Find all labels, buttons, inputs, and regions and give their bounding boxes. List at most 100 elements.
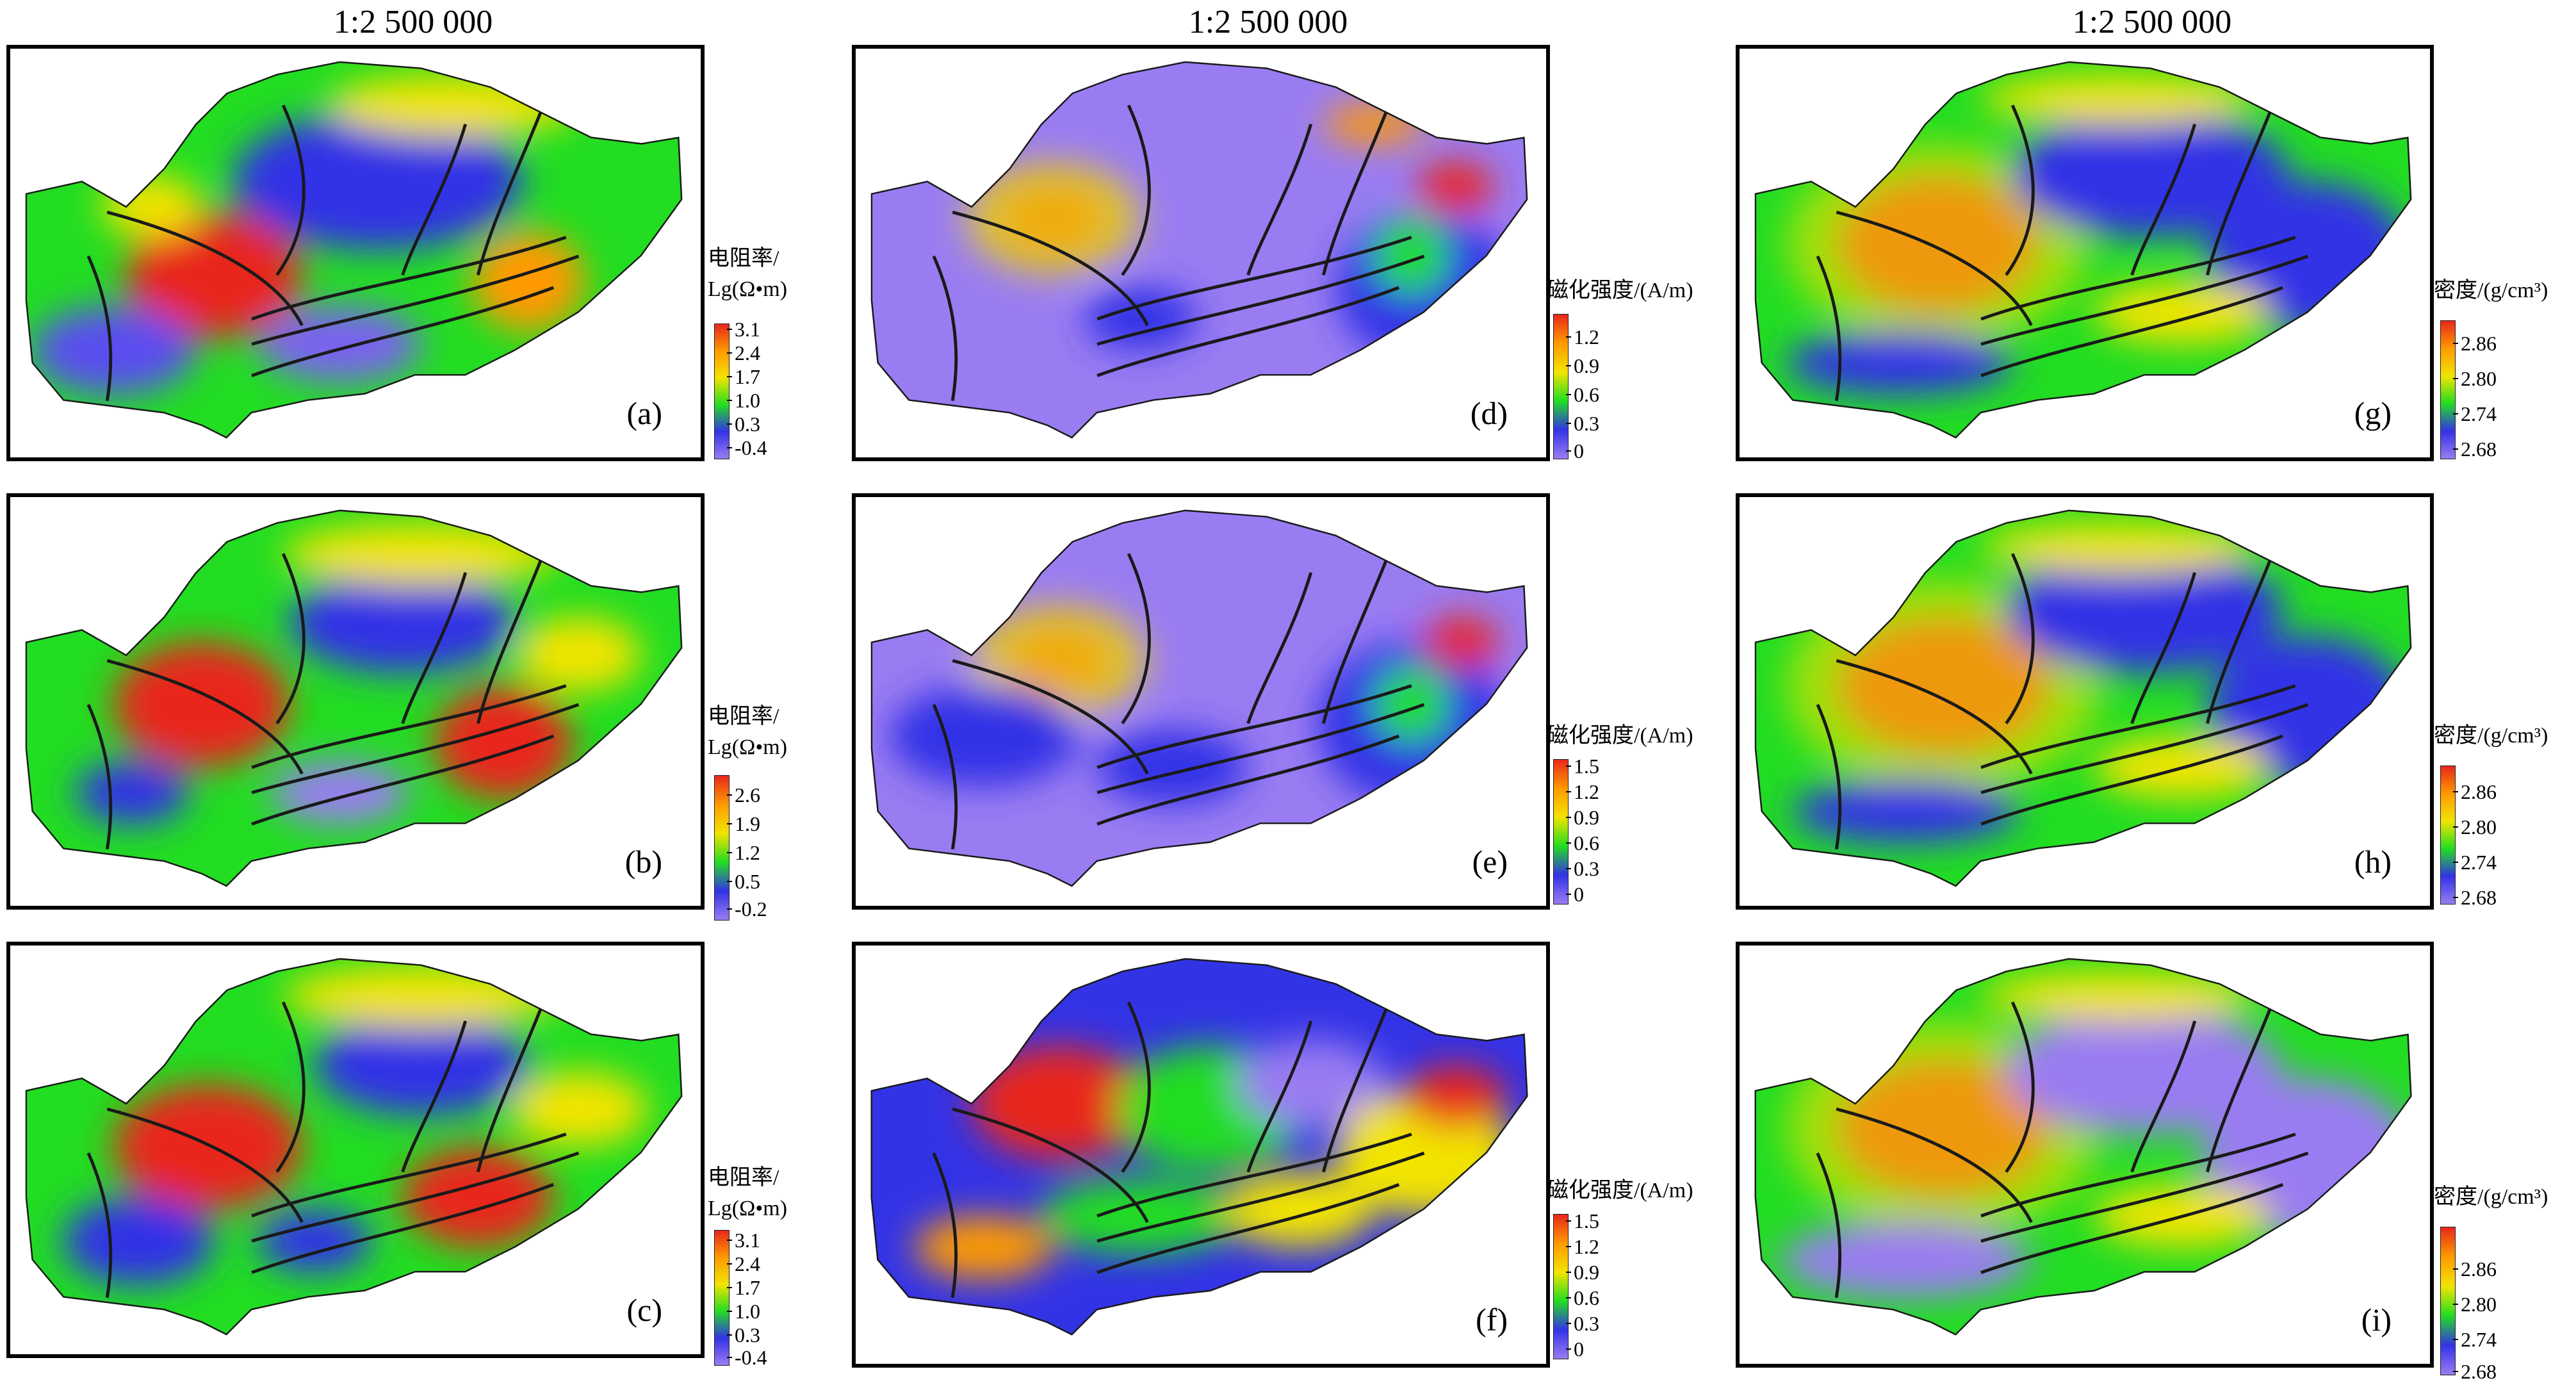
tick: 2.68 xyxy=(2453,886,2497,909)
tick: 0.6 xyxy=(1566,1286,1599,1309)
scale-title-magnetization: 1:2 500 000 xyxy=(1188,4,1348,40)
tick: 2.86 xyxy=(2453,780,2497,803)
tick: 1.2 xyxy=(1566,1235,1599,1258)
tick: 0 xyxy=(1566,1338,1584,1361)
tick: 2.86 xyxy=(2453,332,2497,355)
tick: 3.1 xyxy=(727,1229,760,1252)
map-panel-c: (c) xyxy=(6,942,705,1358)
tick: 1.7 xyxy=(727,365,760,388)
tick: 0.3 xyxy=(1566,857,1599,880)
tick: 0.9 xyxy=(1566,354,1599,377)
color-bar xyxy=(2440,320,2456,459)
panel-label: (g) xyxy=(2354,395,2392,431)
legend-e: 磁化强度/(A/m) 1.5 1.2 0.9 0.6 0.3 0 xyxy=(1547,721,1739,926)
resistivity-map xyxy=(25,958,683,1336)
tick: 2.4 xyxy=(727,1252,760,1275)
panel-label: (e) xyxy=(1472,844,1508,880)
legend-title-line1: 磁化强度/(A/m) xyxy=(1547,724,1693,748)
legend-b: 电阻率/ Lg(Ω•m) 2.6 1.9 1.2 0.5 -0.2 xyxy=(708,701,810,921)
tick: 1.2 xyxy=(727,841,760,864)
tick: 2.80 xyxy=(2453,1293,2497,1316)
tick: -0.4 xyxy=(727,436,767,459)
legend-title-line1: 磁化强度/(A/m) xyxy=(1547,1179,1693,1202)
color-bar xyxy=(1553,759,1569,905)
tick: 0 xyxy=(1566,883,1584,906)
tick: 1.2 xyxy=(1566,325,1599,348)
legend-f: 磁化强度/(A/m) 1.5 1.2 0.9 0.6 0.3 0 xyxy=(1547,1175,1739,1380)
color-bar xyxy=(1553,314,1569,459)
tick: 2.6 xyxy=(727,783,760,807)
color-bar xyxy=(714,323,730,459)
density-map xyxy=(1754,61,2412,439)
tick: 0.6 xyxy=(1566,383,1599,406)
tick: 1.5 xyxy=(1566,1209,1599,1232)
tick: -0.4 xyxy=(727,1346,767,1369)
legend-title-line1: 密度/(g/cm³) xyxy=(2434,279,2548,302)
tick: 1.7 xyxy=(727,1276,760,1299)
legend-title-line1: 磁化强度/(A/m) xyxy=(1547,279,1693,302)
map-panel-i: (i) xyxy=(1736,942,2434,1368)
color-bar xyxy=(1553,1214,1569,1359)
resistivity-map xyxy=(25,61,683,439)
tick: 0 xyxy=(1566,439,1584,463)
tick: 2.80 xyxy=(2453,367,2497,390)
scale-title-density: 1:2 500 000 xyxy=(2072,4,2232,40)
panel-label: (a) xyxy=(626,395,663,431)
tick: 1.0 xyxy=(727,1300,760,1323)
tick: 2.74 xyxy=(2453,402,2497,425)
map-panel-h: (h) xyxy=(1736,493,2434,910)
color-bar xyxy=(714,1230,730,1366)
legend-i: 密度/(g/cm³) 2.86 2.80 2.74 2.68 xyxy=(2434,1182,2575,1387)
tick: 0.9 xyxy=(1566,1261,1599,1284)
magnetization-map xyxy=(870,958,1528,1336)
map-panel-a: (a) xyxy=(6,45,705,461)
tick: 0.3 xyxy=(727,1323,760,1347)
tick: 0.5 xyxy=(727,870,760,893)
panel-label: (d) xyxy=(1470,395,1508,431)
legend-title-line1: 密度/(g/cm³) xyxy=(2434,724,2548,748)
tick: 0.3 xyxy=(1566,1312,1599,1335)
color-bar xyxy=(2440,1227,2456,1375)
resistivity-map xyxy=(25,509,683,887)
magnetization-map xyxy=(870,509,1528,887)
legend-title-line1: 密度/(g/cm³) xyxy=(2434,1185,2548,1209)
legend-title-line1: 电阻率/ xyxy=(708,705,779,728)
legend-title-line2: Lg(Ω•m) xyxy=(708,1197,788,1220)
color-bar xyxy=(2440,766,2456,905)
legend-a: 电阻率/ Lg(Ω•m) 3.1 2.4 1.7 1.0 0.3 -0.4 xyxy=(708,243,810,461)
tick: 2.68 xyxy=(2453,1360,2497,1383)
tick: 0.3 xyxy=(1566,412,1599,435)
legend-g: 密度/(g/cm³) 2.86 2.80 2.74 2.68 xyxy=(2434,275,2575,468)
panel-label: (i) xyxy=(2361,1302,2392,1338)
legend-d: 磁化强度/(A/m) 1.2 0.9 0.6 0.3 0 xyxy=(1547,275,1739,468)
tick: 3.1 xyxy=(727,318,760,341)
legend-title-line2: Lg(Ω•m) xyxy=(708,735,788,759)
tick: 1.2 xyxy=(1566,780,1599,803)
color-bar xyxy=(714,775,730,921)
tick: 2.4 xyxy=(727,341,760,364)
tick: 2.80 xyxy=(2453,815,2497,839)
density-map xyxy=(1754,958,2412,1336)
map-panel-d: (d) xyxy=(852,45,1550,461)
tick: 2.68 xyxy=(2453,438,2497,461)
tick: 1.9 xyxy=(727,812,760,835)
map-panel-f: (f) xyxy=(852,942,1550,1368)
tick: 0.6 xyxy=(1566,831,1599,855)
legend-title-line1: 电阻率/ xyxy=(708,247,779,270)
tick: 2.86 xyxy=(2453,1257,2497,1281)
tick: 1.5 xyxy=(1566,755,1599,778)
legend-title-line2: Lg(Ω•m) xyxy=(708,277,788,301)
tick: 1.0 xyxy=(727,389,760,412)
density-map xyxy=(1754,509,2412,887)
legend-h: 密度/(g/cm³) 2.86 2.80 2.74 2.68 xyxy=(2434,721,2575,913)
map-panel-b: (b) xyxy=(6,493,705,910)
legend-title-line1: 电阻率/ xyxy=(708,1166,779,1190)
map-panel-e: (e) xyxy=(852,493,1550,910)
panel-label: (c) xyxy=(626,1292,663,1328)
tick: 2.74 xyxy=(2453,1328,2497,1351)
panel-label: (h) xyxy=(2354,844,2392,880)
tick: 0.3 xyxy=(727,413,760,436)
map-panel-g: (g) xyxy=(1736,45,2434,461)
scale-title-resistivity: 1:2 500 000 xyxy=(333,4,493,40)
tick: 2.74 xyxy=(2453,851,2497,874)
